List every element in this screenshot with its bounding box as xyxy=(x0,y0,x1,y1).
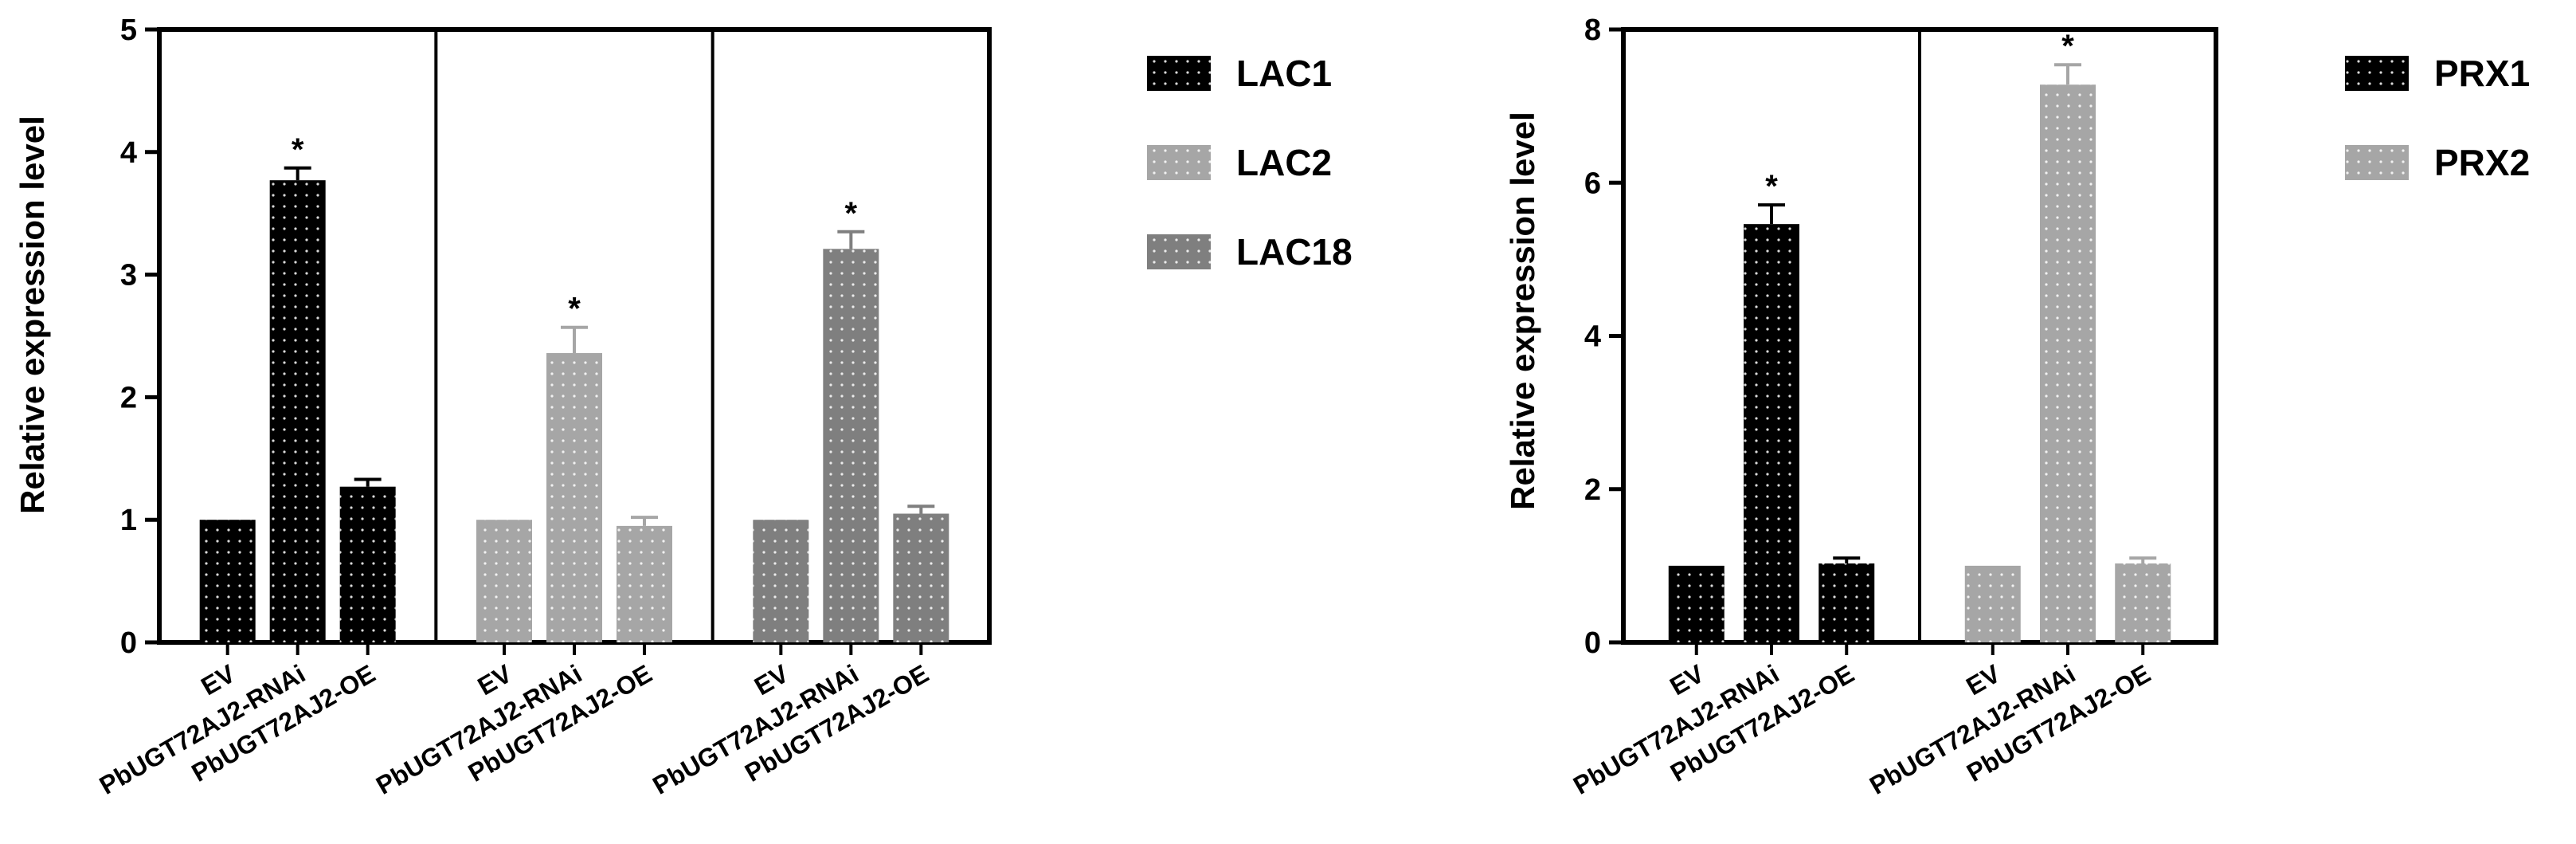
bar-dots xyxy=(2040,84,2096,642)
bar-dots xyxy=(269,180,326,642)
bars: * * * xyxy=(199,132,949,642)
y-axis-ticks: 0 1 2 3 4 5 xyxy=(120,14,159,660)
significance-star: * xyxy=(2061,29,2074,64)
legend-label: PRX1 xyxy=(2434,53,2530,94)
legend-label: PRX2 xyxy=(2434,142,2530,183)
bar-dots xyxy=(1668,565,1725,642)
y-tick-label: 3 xyxy=(120,259,137,292)
legend-swatch-dots xyxy=(1147,56,1211,91)
y-tick-label: 1 xyxy=(120,504,137,537)
legend-swatch-dots xyxy=(2345,56,2409,91)
y-tick-label: 8 xyxy=(1584,14,1601,47)
y-tick-label: 4 xyxy=(1584,320,1601,354)
legend-swatch-dots xyxy=(1147,145,1211,180)
x-tick-label: EV xyxy=(1665,659,1709,701)
bar-dots xyxy=(1964,565,2021,642)
bar-dots xyxy=(823,249,879,642)
y-tick-label: 6 xyxy=(1584,167,1601,200)
bar-dots xyxy=(546,353,602,642)
significance-star: * xyxy=(568,292,581,327)
bar-dots xyxy=(616,525,672,642)
x-tick-label: EV xyxy=(1961,659,2006,701)
legend: PRX1 PRX2 xyxy=(2345,53,2530,183)
y-tick-label: 2 xyxy=(120,381,137,414)
bar-dots xyxy=(1818,563,1875,642)
y-tick-label: 0 xyxy=(120,626,137,660)
significance-star: * xyxy=(1765,169,1778,204)
y-tick-label: 0 xyxy=(1584,626,1601,660)
significance-star: * xyxy=(292,132,304,167)
legend-label: LAC18 xyxy=(1236,231,1353,273)
y-tick-label: 4 xyxy=(120,136,137,170)
bar-dots xyxy=(753,520,809,642)
legend-swatch-dots xyxy=(1147,234,1211,269)
bar-dots xyxy=(339,486,396,642)
y-axis-label: Relative expression level xyxy=(1504,112,1541,510)
legend-label: LAC2 xyxy=(1236,142,1332,183)
legend-swatch-dots xyxy=(2345,145,2409,180)
bar-dots xyxy=(2115,563,2171,642)
bar-dots xyxy=(893,513,949,642)
bars: ** xyxy=(1668,29,2171,643)
lac-chart: Relative expression level 0 1 2 3 4 5 * * * EVP… xyxy=(14,14,1353,800)
legend: LAC1 LAC2 LAC18 xyxy=(1147,53,1353,273)
y-tick-label: 2 xyxy=(1584,473,1601,507)
plot-frame xyxy=(1621,27,2218,645)
y-axis-label: Relative expression level xyxy=(14,116,51,514)
bar-dots xyxy=(199,520,256,642)
bar-dots xyxy=(476,520,533,642)
legend-label: LAC1 xyxy=(1236,53,1332,94)
bar-dots xyxy=(1744,224,1799,643)
y-axis-ticks: 0 2 4 6 8 xyxy=(1584,14,1623,660)
y-tick-label: 5 xyxy=(120,14,137,47)
significance-star: * xyxy=(845,196,858,231)
